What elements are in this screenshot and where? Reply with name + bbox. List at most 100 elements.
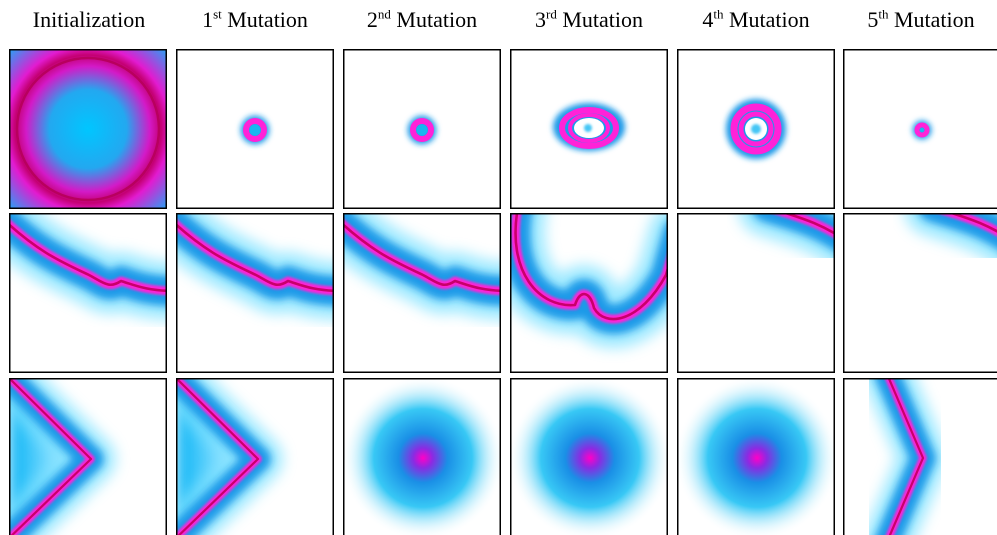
panel-border bbox=[343, 378, 501, 535]
panel-content bbox=[912, 120, 932, 140]
panel-border bbox=[677, 378, 835, 535]
blob-gradient bbox=[510, 378, 668, 535]
column-header-label: Mutation bbox=[728, 7, 810, 32]
panel-big-ring-with-cyan-center bbox=[9, 49, 167, 209]
panel-border bbox=[510, 213, 668, 373]
panel-chevron-right bbox=[843, 378, 997, 535]
panel-corner-arc bbox=[677, 213, 835, 373]
panel-content bbox=[9, 213, 167, 320]
outer-ring bbox=[559, 107, 619, 149]
column-header-initialization: Initialization bbox=[6, 6, 172, 34]
panel-border bbox=[677, 213, 835, 373]
ordinal-suffix: rd bbox=[545, 6, 557, 22]
ordinal-suffix: th bbox=[878, 6, 889, 22]
panel-border bbox=[9, 49, 167, 209]
panel-corner-arc bbox=[843, 213, 997, 373]
panel-border bbox=[677, 49, 835, 209]
ordinal-suffix: nd bbox=[377, 6, 391, 22]
panel-content bbox=[904, 213, 997, 266]
panel-content bbox=[553, 103, 625, 151]
panel-u-shaped-arc-with-bump bbox=[510, 213, 668, 373]
panel-border bbox=[843, 49, 997, 209]
core-line bbox=[947, 213, 997, 233]
core-line bbox=[887, 378, 925, 535]
panel-border bbox=[343, 49, 501, 209]
ordinal-number: 1 bbox=[202, 7, 214, 32]
ordinal-number: 2 bbox=[366, 7, 378, 32]
panel-wavy-arc bbox=[9, 213, 167, 373]
panel-border bbox=[510, 49, 668, 209]
panel-border bbox=[176, 378, 334, 535]
panel-content bbox=[176, 378, 283, 535]
column-header-mutation-2: 2nd Mutation bbox=[339, 6, 505, 34]
inner-ring bbox=[568, 113, 610, 143]
panel-border bbox=[176, 213, 334, 373]
ordinal-suffix: th bbox=[713, 6, 724, 22]
panel-blurry-blob bbox=[510, 378, 668, 535]
outer-ring bbox=[730, 103, 782, 155]
column-header-mutation-3: 3rd Mutation bbox=[506, 6, 672, 34]
ring-center bbox=[249, 124, 261, 136]
panel-border bbox=[9, 213, 167, 373]
panel-content bbox=[343, 378, 501, 535]
core-line bbox=[781, 213, 835, 236]
core-line bbox=[9, 378, 93, 535]
field-gradient bbox=[9, 49, 167, 209]
core-line bbox=[343, 222, 501, 293]
panel-wavy-arc bbox=[176, 213, 334, 373]
ordinal-suffix: st bbox=[213, 6, 222, 22]
panel-border bbox=[843, 213, 997, 373]
panel-content bbox=[9, 378, 116, 535]
panel-double-ring bbox=[677, 49, 835, 209]
column-header-mutation-1: 1st Mutation bbox=[172, 6, 338, 34]
panel-content bbox=[862, 378, 948, 535]
ring-center bbox=[919, 127, 925, 133]
panel-border bbox=[510, 378, 668, 535]
panel-tiny-ring bbox=[843, 49, 997, 209]
inner-ring bbox=[738, 111, 774, 147]
panel-content bbox=[240, 115, 270, 145]
panel-content bbox=[738, 213, 835, 268]
core-line bbox=[176, 378, 260, 535]
panel-border bbox=[9, 378, 167, 535]
column-header-mutation-5: 5th Mutation bbox=[838, 6, 997, 34]
core-line bbox=[176, 222, 334, 293]
ring-core-line bbox=[15, 56, 161, 202]
blob-gradient bbox=[677, 378, 835, 535]
panel-border bbox=[343, 213, 501, 373]
panel-content bbox=[407, 115, 437, 145]
panel-blurry-blob bbox=[677, 378, 835, 535]
ordinal-number: 5 bbox=[867, 7, 879, 32]
panel-wavy-arc bbox=[343, 213, 501, 373]
column-header-label: Mutation bbox=[396, 7, 478, 32]
ordinal-number: 3 bbox=[534, 7, 546, 32]
panel-border bbox=[843, 378, 997, 535]
column-header-mutation-4: 4th Mutation bbox=[673, 6, 839, 34]
panel-content bbox=[510, 213, 668, 348]
panel-chevron-left bbox=[176, 378, 334, 535]
ring-band bbox=[410, 118, 434, 142]
blob-gradient bbox=[343, 378, 501, 535]
ring-band bbox=[914, 122, 930, 138]
panel-content bbox=[510, 378, 668, 535]
panel-content bbox=[677, 378, 835, 535]
panel-oval-double-ring bbox=[510, 49, 668, 209]
panel-content bbox=[176, 213, 334, 320]
panel-small-ring bbox=[176, 49, 334, 209]
core-line bbox=[514, 213, 668, 321]
core-line bbox=[9, 222, 167, 293]
ring-band bbox=[243, 118, 267, 142]
panel-blurry-blob bbox=[343, 378, 501, 535]
panel-content bbox=[726, 99, 786, 159]
column-header-label: Mutation bbox=[227, 7, 308, 32]
panel-content bbox=[9, 49, 167, 209]
ring-center bbox=[416, 124, 428, 136]
panel-small-ring bbox=[343, 49, 501, 209]
panel-content bbox=[343, 213, 501, 320]
blue-dot bbox=[584, 124, 592, 132]
column-header-label: Initialization bbox=[32, 7, 146, 32]
ordinal-number: 4 bbox=[702, 7, 714, 32]
column-header-label: Mutation bbox=[562, 7, 643, 32]
panel-chevron-left bbox=[9, 378, 167, 535]
